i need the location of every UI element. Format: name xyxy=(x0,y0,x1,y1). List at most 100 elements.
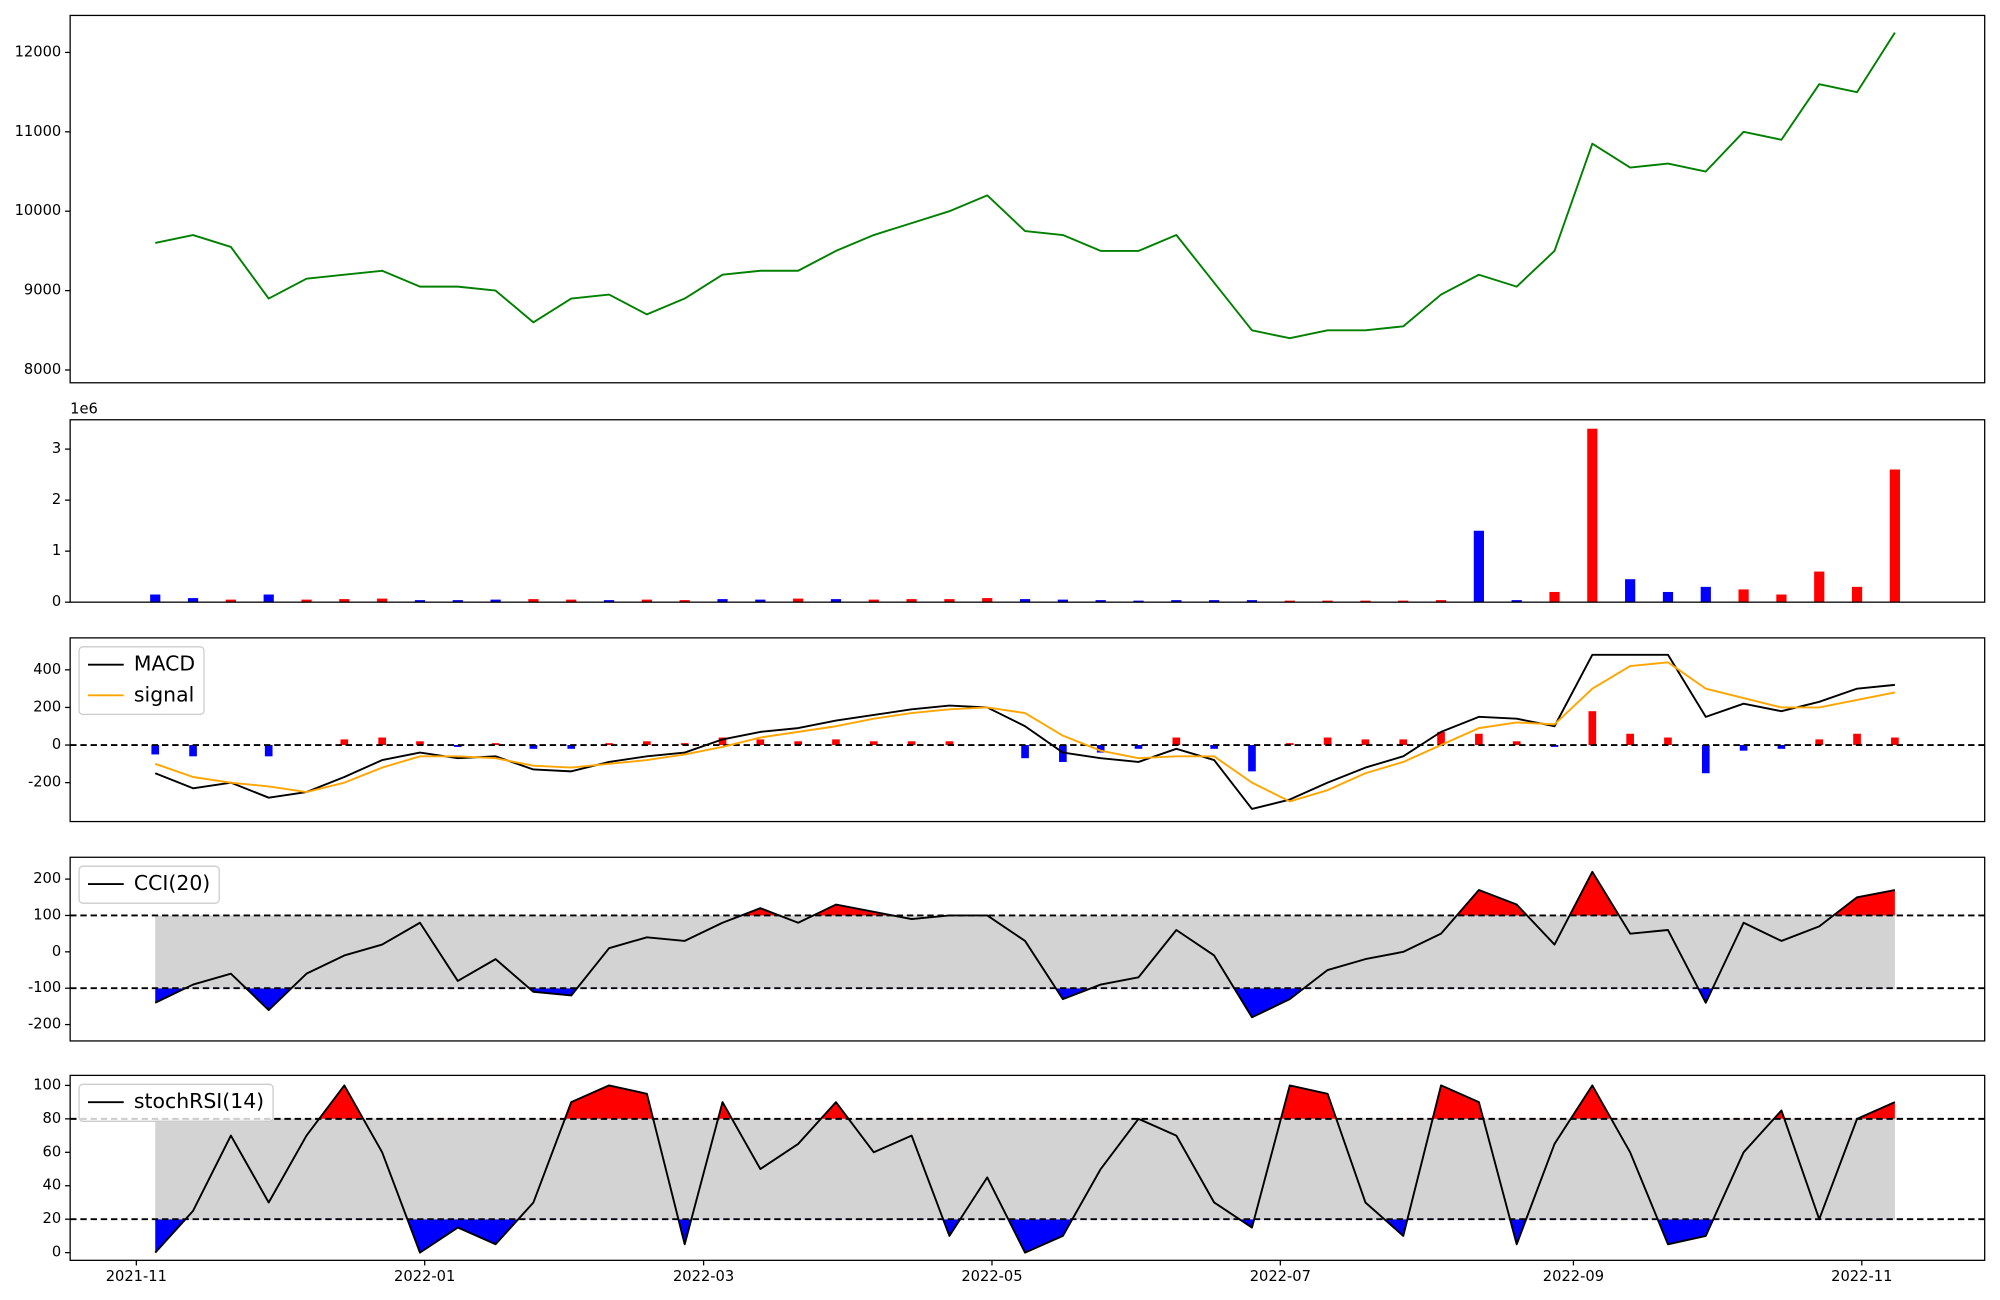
overbought-fill xyxy=(741,871,1895,916)
histogram-bar xyxy=(491,743,500,746)
legend-label: stochRSI(14) xyxy=(134,1089,264,1113)
volume-bar xyxy=(1549,591,1560,603)
histogram-bar xyxy=(756,739,765,746)
legend: MACD signal xyxy=(78,646,205,716)
oscillator-line xyxy=(154,870,1896,1019)
volume-bar xyxy=(490,599,501,603)
volume-bar xyxy=(717,599,728,603)
histogram-bar xyxy=(1891,737,1899,746)
volume-bar xyxy=(1284,600,1295,603)
y-tick-label: 1 xyxy=(52,542,61,559)
y-tick-label: 3 xyxy=(52,440,61,457)
y-tick-label: 0 xyxy=(52,593,61,610)
volume-bar xyxy=(641,599,652,603)
histogram-bar xyxy=(1588,711,1597,746)
legend-label: MACD xyxy=(134,652,195,676)
y-tick-label: 10000 xyxy=(15,202,62,219)
y-tick-label: -200 xyxy=(28,1016,61,1033)
volume-bar xyxy=(1435,600,1447,603)
volume-bar xyxy=(1662,591,1674,603)
volume-bar xyxy=(1851,586,1863,603)
histogram-bar xyxy=(643,741,651,746)
y-tick-label: 400 xyxy=(33,661,61,678)
histogram-bar xyxy=(605,743,613,746)
y-tick-label: 100 xyxy=(33,1076,61,1093)
histogram-bar xyxy=(1248,745,1256,772)
histogram-bar xyxy=(907,741,916,746)
volume-bar xyxy=(679,600,690,603)
x-tick-label: 2022-09 xyxy=(1543,1268,1604,1285)
legend: CCI(20) xyxy=(78,865,220,904)
macd-line xyxy=(154,661,1896,803)
histogram-bar xyxy=(453,745,462,747)
oversold-fill xyxy=(155,1219,1895,1253)
volume-bar xyxy=(906,599,917,603)
histogram-bar xyxy=(1701,745,1710,774)
histogram-bar xyxy=(264,745,273,757)
y-tick-label: 0 xyxy=(52,736,61,753)
volume-bar xyxy=(1057,599,1068,603)
volume-bar xyxy=(1095,600,1106,603)
volume-bar xyxy=(225,599,236,603)
neutral-band xyxy=(155,1118,1895,1220)
histogram-bar xyxy=(1626,733,1634,746)
volume-bar xyxy=(868,599,879,603)
y-tick-label: 200 xyxy=(33,870,61,887)
panel-frame xyxy=(69,637,1986,823)
histogram-bar xyxy=(1512,741,1521,746)
x-tick-label: 2022-11 xyxy=(1831,1268,1892,1285)
volume-bar xyxy=(377,598,388,603)
legend-box xyxy=(78,865,220,904)
volume-bar xyxy=(1360,600,1371,603)
histogram-bar xyxy=(1853,733,1861,746)
volume-bar xyxy=(1473,530,1484,603)
volume-bar xyxy=(1322,600,1333,603)
histogram-bar xyxy=(945,741,954,746)
y-tick-label: 0 xyxy=(52,943,61,960)
legend-label: signal xyxy=(134,682,194,706)
volume-bar xyxy=(1171,600,1182,603)
histogram-bar xyxy=(1815,739,1824,746)
panel-frame xyxy=(69,14,1986,384)
y-tick-label: -100 xyxy=(28,979,61,996)
volume-bar xyxy=(339,599,350,603)
volume-bar xyxy=(1625,579,1636,603)
x-tick-label: 2022-01 xyxy=(394,1268,455,1285)
histogram-bar xyxy=(567,745,576,749)
x-tick-label: 2022-05 xyxy=(961,1268,1022,1285)
y-tick-label: -200 xyxy=(28,774,61,791)
histogram-bar xyxy=(1096,745,1105,753)
volume-bar xyxy=(301,599,312,603)
histogram-bar xyxy=(1134,745,1143,749)
histogram-bar xyxy=(189,745,197,757)
volume-bar xyxy=(1209,600,1220,603)
legend-box xyxy=(78,1083,274,1122)
x-tick-label: 2022-07 xyxy=(1250,1268,1311,1285)
volume-bar xyxy=(1019,599,1031,603)
histogram-bar xyxy=(416,741,424,746)
x-tick-label: 2021-11 xyxy=(106,1268,167,1285)
histogram-bar xyxy=(1437,731,1445,746)
y-tick-label: 0 xyxy=(52,1244,61,1261)
y-tick-label: 80 xyxy=(43,1110,62,1127)
volume-bar xyxy=(1398,600,1409,603)
y-tick-label: 60 xyxy=(43,1143,62,1160)
panel-frame xyxy=(69,1074,1986,1261)
histogram-bar xyxy=(340,739,349,746)
volume-bar xyxy=(982,598,993,603)
histogram-bar xyxy=(1210,745,1218,749)
histogram-bar xyxy=(1664,737,1672,746)
volume-bar xyxy=(263,594,274,603)
panel-frame xyxy=(69,856,1986,1042)
x-tick-label: 2022-03 xyxy=(673,1268,734,1285)
histogram-bar xyxy=(718,737,727,746)
volume-bar xyxy=(830,599,842,603)
histogram-bar xyxy=(529,745,538,749)
volume-bar xyxy=(1246,600,1258,603)
neutral-band xyxy=(155,915,1895,989)
histogram-bar xyxy=(1021,745,1029,759)
panel-frame xyxy=(69,419,1986,603)
volume-bar xyxy=(566,599,577,603)
histogram-bar xyxy=(378,737,386,746)
